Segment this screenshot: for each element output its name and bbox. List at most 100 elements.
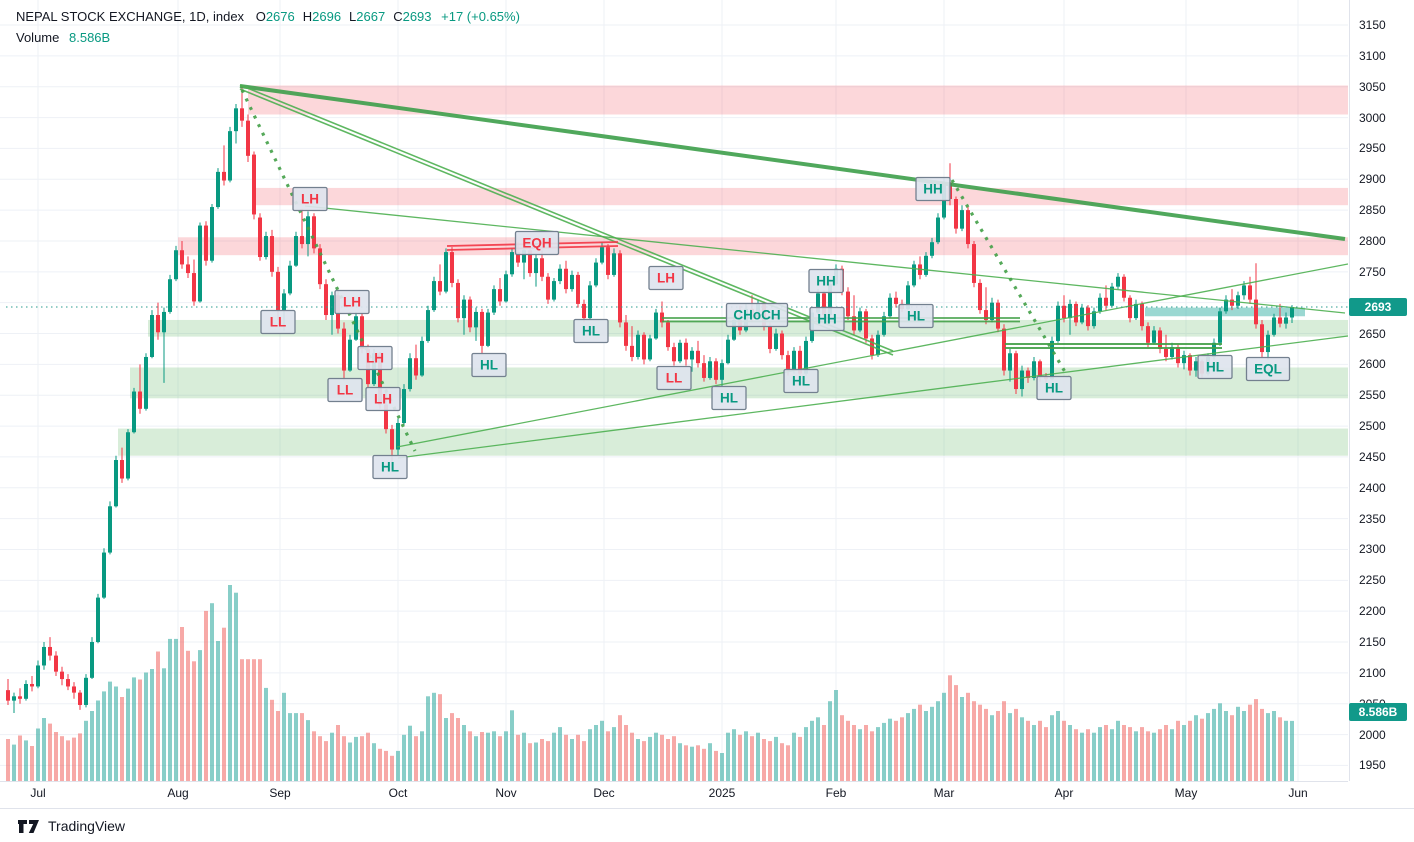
swing-label-hl[interactable]: HL xyxy=(372,454,408,480)
major-downtrend-line[interactable] xyxy=(239,84,1346,241)
volume-layer xyxy=(6,585,1294,781)
swing-label-hl[interactable]: HL xyxy=(1036,375,1072,401)
price-tick-2600: 2600 xyxy=(1359,357,1386,372)
swing-labels-layer[interactable]: LH LL LH LH LL LH HL EQH HL HL LH LL HL CHoCH HL HH HH HL… xyxy=(260,176,1291,480)
svg-text:LL: LL xyxy=(666,371,683,386)
breakdown-path-mar[interactable] xyxy=(950,179,1070,378)
price-tick-2250: 2250 xyxy=(1359,573,1386,588)
swing-label-ll[interactable]: LL xyxy=(260,309,296,335)
swing-label-lh[interactable]: LH xyxy=(357,345,393,371)
swing-label-lh[interactable]: LH xyxy=(334,289,370,315)
price-tick-2650: 2650 xyxy=(1359,326,1386,341)
swing-label-hl[interactable]: HL xyxy=(898,303,934,329)
lh-downtrend-line[interactable] xyxy=(304,205,1346,314)
price-tick-2750: 2750 xyxy=(1359,264,1386,279)
price-tick-2950: 2950 xyxy=(1359,141,1386,156)
price-tick-2400: 2400 xyxy=(1359,480,1386,495)
price-tick-2150: 2150 xyxy=(1359,635,1386,650)
price-tick-2200: 2200 xyxy=(1359,604,1386,619)
price-tick-2000: 2000 xyxy=(1359,727,1386,742)
time-tick-2025: 2025 xyxy=(708,786,736,800)
time-tick-Jun: Jun xyxy=(1288,786,1308,800)
swing-label-ll[interactable]: LL xyxy=(327,377,363,403)
svg-text:LL: LL xyxy=(270,315,287,330)
swing-label-lh[interactable]: LH xyxy=(365,386,401,412)
svg-text:HL: HL xyxy=(907,309,925,324)
ohlc-h-value: 2696 xyxy=(312,9,342,24)
price-tick-2900: 2900 xyxy=(1359,172,1386,187)
tradingview-logo-icon[interactable] xyxy=(18,819,40,834)
ohlc-values: O2676 H2696 L2667 C2693 xyxy=(248,9,432,24)
price-tick-2850: 2850 xyxy=(1359,203,1386,218)
price-tick-2450: 2450 xyxy=(1359,449,1386,464)
resistance-zone-3000[interactable] xyxy=(248,85,1348,115)
swing-label-hl[interactable]: HL xyxy=(711,385,747,411)
swing-label-hh[interactable]: HH xyxy=(809,306,845,332)
price-axis[interactable]: 3150310030503000295029002850280027502700… xyxy=(1349,0,1414,781)
time-tick-Nov: Nov xyxy=(495,786,517,800)
swing-label-hh[interactable]: HH xyxy=(915,176,951,202)
time-tick-Jul: Jul xyxy=(30,786,46,800)
swing-label-eql[interactable]: EQL xyxy=(1245,356,1291,382)
swing-label-lh[interactable]: LH xyxy=(292,186,328,212)
tradingview-brand[interactable]: TradingView xyxy=(48,818,126,834)
swing-label-ll[interactable]: LL xyxy=(656,365,692,391)
volume-value: 8.586B xyxy=(69,30,111,45)
time-tick-May: May xyxy=(1174,786,1198,800)
swing-label-hl[interactable]: HL xyxy=(783,368,819,394)
symbol-header: NEPAL STOCK EXCHANGE, 1D, index O2676 H26… xyxy=(16,6,520,48)
swing-label-hl[interactable]: HL xyxy=(471,352,507,378)
price-tick-2100: 2100 xyxy=(1359,665,1386,680)
time-tick-Sep: Sep xyxy=(269,786,291,800)
swing-label-hl[interactable]: HL xyxy=(573,318,609,344)
svg-text:HL: HL xyxy=(720,391,738,406)
chart-pane[interactable]: LH LL LH LH LL LH HL EQH HL HL LH LL HL CHoCH HL HH HH HL… xyxy=(0,0,1348,782)
swing-label-hh[interactable]: HH xyxy=(808,268,844,294)
price-tick-2800: 2800 xyxy=(1359,233,1386,248)
price-tick-2500: 2500 xyxy=(1359,419,1386,434)
svg-text:CHoCH: CHoCH xyxy=(733,308,780,323)
svg-text:HH: HH xyxy=(923,182,943,197)
equal-lows-zone[interactable] xyxy=(1145,307,1305,317)
swing-label-choch[interactable]: CHoCH xyxy=(725,302,789,328)
price-tick-2300: 2300 xyxy=(1359,542,1386,557)
last-price-badge: 2693 xyxy=(1349,298,1407,316)
volume-label[interactable]: Volume xyxy=(16,30,60,45)
ohlc-l-value: 2667 xyxy=(356,9,386,24)
time-tick-Dec: Dec xyxy=(593,786,615,800)
swing-label-lh[interactable]: LH xyxy=(648,265,684,291)
price-tick-3150: 3150 xyxy=(1359,18,1386,33)
symbol-title[interactable]: NEPAL STOCK EXCHANGE, 1D, index xyxy=(16,9,245,24)
price-tick-3000: 3000 xyxy=(1359,110,1386,125)
price-tick-2550: 2550 xyxy=(1359,388,1386,403)
svg-text:HL: HL xyxy=(792,374,810,389)
resistance-zone-2860[interactable] xyxy=(253,187,1348,206)
time-tick-Oct: Oct xyxy=(388,786,408,800)
price-tick-3100: 3100 xyxy=(1359,48,1386,63)
time-tick-Mar: Mar xyxy=(933,786,955,800)
svg-text:EQL: EQL xyxy=(1254,362,1282,377)
time-tick-Aug: Aug xyxy=(167,786,189,800)
svg-text:HH: HH xyxy=(817,312,837,327)
svg-text:HL: HL xyxy=(480,358,498,373)
resistance-zone-2790[interactable] xyxy=(178,237,1348,256)
trendlines-layer[interactable] xyxy=(239,84,1348,459)
swing-label-eqh[interactable]: EQH xyxy=(514,230,560,256)
price-tick-2350: 2350 xyxy=(1359,511,1386,526)
ohlc-h-label: H xyxy=(302,9,313,24)
ohlc-l-label: L xyxy=(349,9,357,24)
svg-text:LH: LH xyxy=(301,192,319,207)
uptrend-line-lower[interactable] xyxy=(397,335,1348,459)
svg-text:LH: LH xyxy=(657,271,675,286)
uptrend-line-upper[interactable] xyxy=(396,263,1348,448)
swing-label-hl[interactable]: HL xyxy=(1197,354,1233,380)
svg-text:LH: LH xyxy=(374,392,392,407)
time-axis[interactable]: Jul Aug Sep Oct Nov Dec 2025 Feb Mar Apr May Jun xyxy=(0,782,1348,808)
volume-badge: 8.586B xyxy=(1349,703,1407,721)
ohlc-o-label: O xyxy=(255,9,266,24)
demand-zone-2460[interactable] xyxy=(118,428,1348,456)
ohlc-c-label: C xyxy=(393,9,403,24)
ohlc-c-value: 2693 xyxy=(402,9,432,24)
